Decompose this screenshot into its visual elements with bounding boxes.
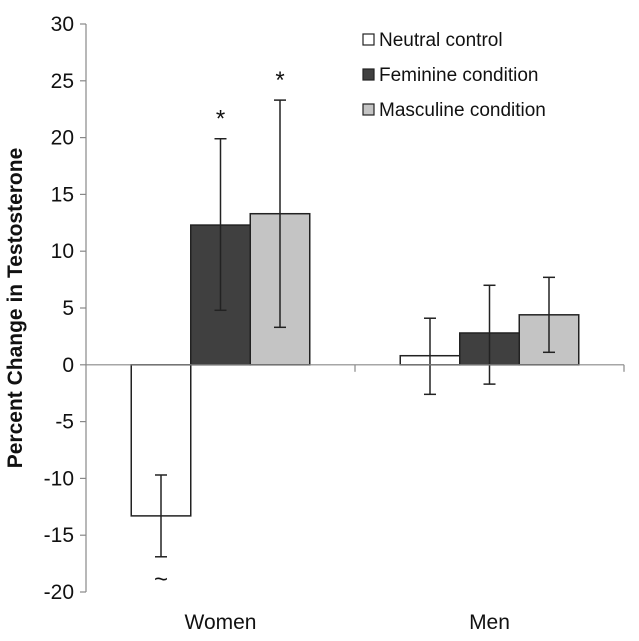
legend-swatch — [362, 68, 375, 81]
legend: Neutral control Feminine condition Masculi… — [362, 30, 546, 121]
trend-tilde: ~ — [154, 566, 168, 593]
y-tick-label: 5 — [62, 297, 74, 320]
y-tick-label: 20 — [51, 127, 74, 150]
legend-swatch — [362, 103, 375, 116]
y-tick-label: 10 — [51, 240, 74, 263]
y-axis-title-group: Percent Change in Testosterone — [4, 148, 27, 469]
significance-asterisk: * — [275, 67, 284, 94]
y-tick-label: -15 — [44, 524, 74, 547]
y-tick-label: 30 — [51, 13, 74, 36]
significance-asterisk: * — [216, 106, 225, 133]
y-tick-label: -20 — [44, 581, 74, 604]
error-bars — [155, 99, 555, 558]
legend-swatch — [362, 33, 375, 46]
annotations: * * ~ — [154, 67, 285, 593]
y-axis-title: Percent Change in Testosterone — [4, 148, 27, 469]
y-tick-label: 0 — [62, 354, 74, 377]
category-label: Women — [185, 611, 257, 634]
legend-label: Masculine condition — [379, 100, 546, 121]
category-label: Men — [469, 611, 510, 634]
zero-line — [86, 364, 625, 372]
legend-label: Feminine condition — [379, 65, 538, 86]
y-tick-label: -10 — [44, 467, 74, 490]
category-labels: Women Men — [185, 611, 510, 634]
legend-label: Neutral control — [379, 30, 503, 51]
y-tick-label: 25 — [51, 70, 74, 93]
y-axis: 30 25 20 15 10 5 0 -5 -10 -15 -20 — [44, 13, 87, 604]
y-tick-label: -5 — [55, 411, 74, 434]
y-tick-label: 15 — [51, 183, 74, 206]
